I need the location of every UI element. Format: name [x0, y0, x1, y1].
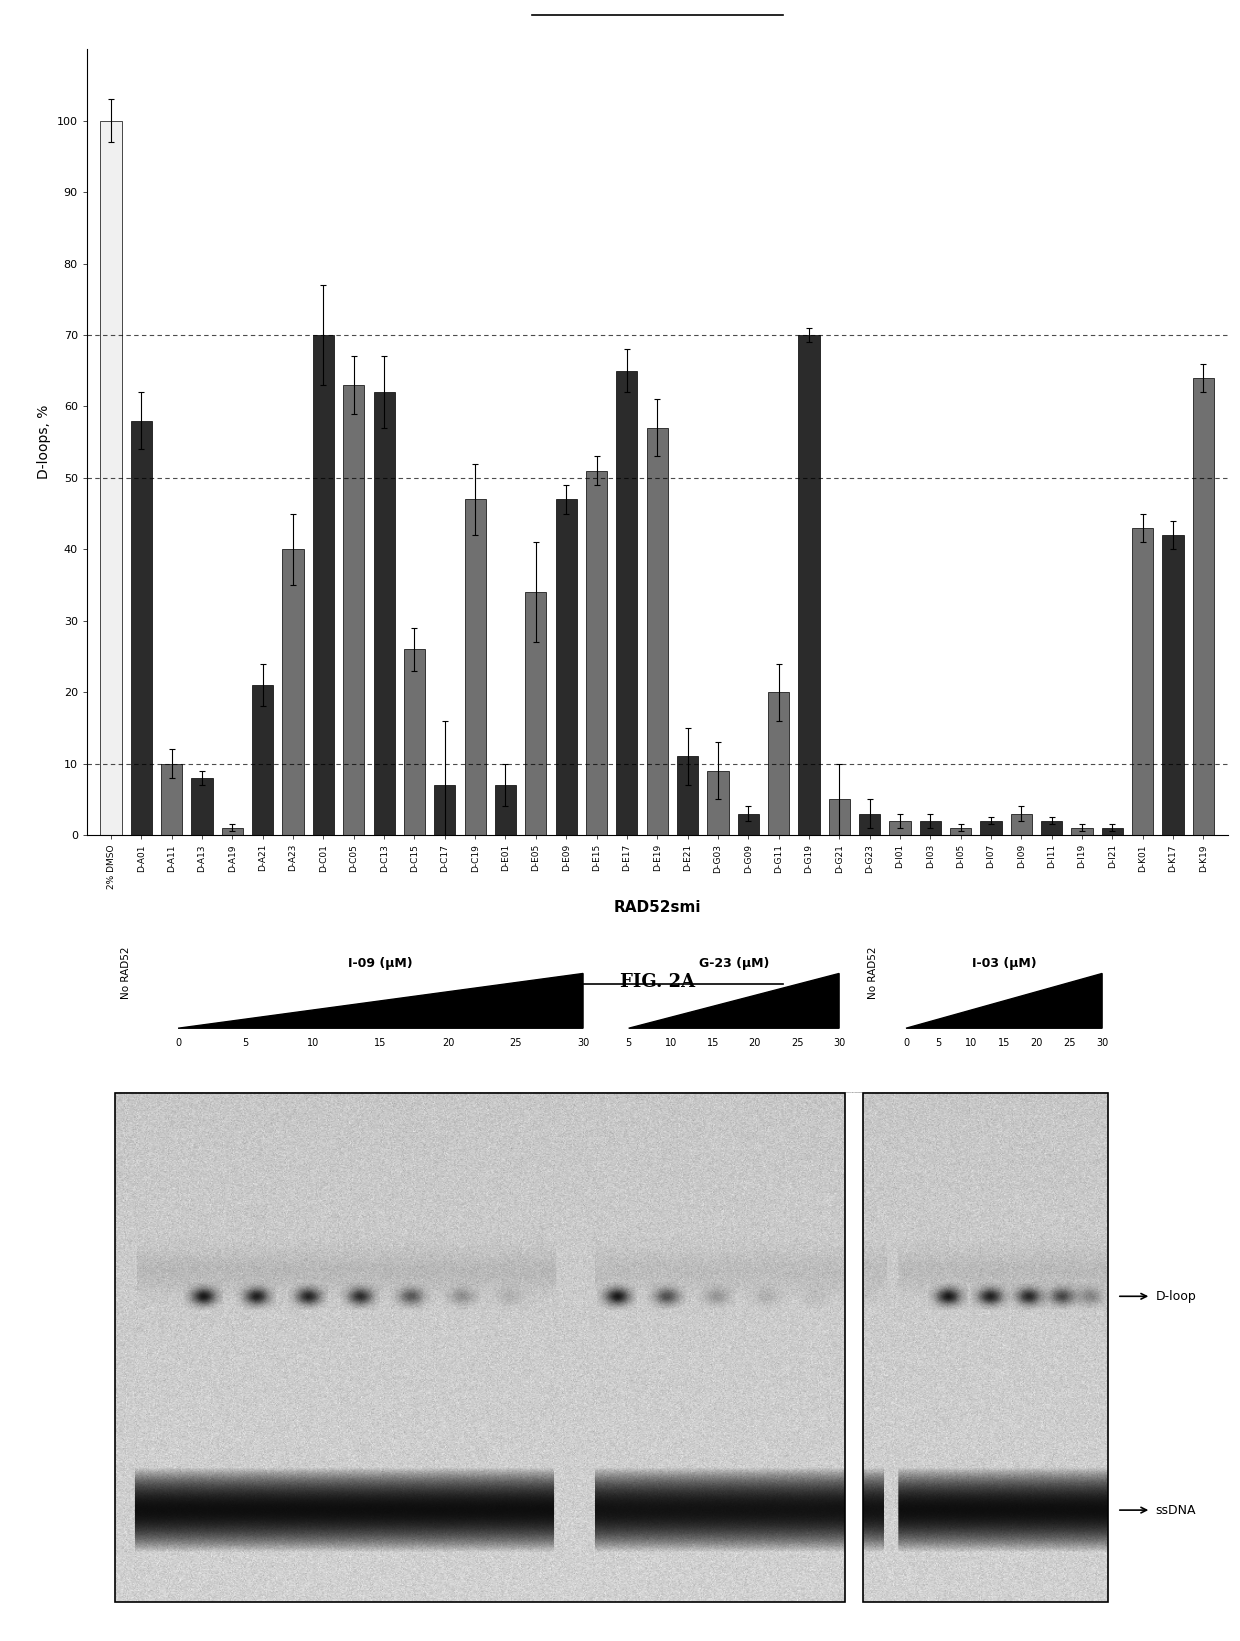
Bar	[252, 684, 273, 835]
Bar	[844, 1093, 863, 1602]
Bar	[677, 757, 698, 835]
Text: FIG. 2A: FIG. 2A	[620, 973, 694, 991]
Text: ssDNA: ssDNA	[1156, 1503, 1197, 1516]
Bar	[707, 771, 729, 835]
Text: 30: 30	[577, 1037, 589, 1049]
Y-axis label: D-loops, %: D-loops, %	[37, 405, 51, 479]
Bar	[646, 428, 668, 835]
Bar	[1042, 820, 1063, 835]
Text: No RAD52: No RAD52	[122, 947, 131, 999]
Bar	[859, 814, 880, 835]
Bar	[404, 650, 425, 835]
X-axis label: RAD52smi: RAD52smi	[614, 899, 701, 914]
Text: 20: 20	[441, 1037, 454, 1049]
Bar	[1132, 528, 1153, 835]
Text: 20: 20	[1030, 1037, 1043, 1049]
Text: 10: 10	[308, 1037, 319, 1049]
Text: 5: 5	[625, 1037, 632, 1049]
Bar	[1162, 535, 1184, 835]
Text: 15: 15	[707, 1037, 719, 1049]
Bar	[373, 392, 394, 835]
Text: I-03 (μM): I-03 (μM)	[972, 957, 1037, 970]
Polygon shape	[906, 973, 1102, 1029]
Bar	[889, 820, 910, 835]
Bar	[799, 335, 820, 835]
Text: 20: 20	[749, 1037, 761, 1049]
Text: 25: 25	[791, 1037, 804, 1049]
Text: I-09 (μM): I-09 (μM)	[348, 957, 413, 970]
Text: 10: 10	[665, 1037, 677, 1049]
Bar	[981, 820, 1002, 835]
Text: 5: 5	[243, 1037, 249, 1049]
Text: 30: 30	[1096, 1037, 1109, 1049]
Bar	[283, 550, 304, 835]
Bar	[950, 829, 971, 835]
Text: 15: 15	[998, 1037, 1011, 1049]
Bar	[312, 335, 334, 835]
Text: 0: 0	[903, 1037, 909, 1049]
Text: D-loop: D-loop	[1156, 1290, 1197, 1303]
Bar	[587, 471, 608, 835]
Bar	[1071, 829, 1092, 835]
Bar	[1193, 377, 1214, 835]
Bar	[343, 386, 365, 835]
Bar	[863, 1093, 1107, 1602]
Text: 10: 10	[965, 1037, 977, 1049]
Bar	[616, 371, 637, 835]
Text: 25: 25	[1063, 1037, 1075, 1049]
Bar	[465, 499, 486, 835]
Bar	[100, 121, 122, 835]
Bar	[828, 799, 849, 835]
Bar	[556, 499, 577, 835]
Text: 25: 25	[510, 1037, 522, 1049]
Bar	[1101, 829, 1123, 835]
Bar	[526, 592, 547, 835]
Text: 30: 30	[833, 1037, 846, 1049]
Bar	[434, 784, 455, 835]
Text: 15: 15	[374, 1037, 387, 1049]
Text: No RAD52: No RAD52	[868, 947, 878, 999]
Bar	[1011, 814, 1032, 835]
Text: G-23 (μM): G-23 (μM)	[698, 957, 769, 970]
Bar	[768, 693, 789, 835]
Bar	[495, 784, 516, 835]
Bar	[920, 820, 941, 835]
Bar	[130, 420, 153, 835]
Bar	[191, 778, 213, 835]
Text: 0: 0	[175, 1037, 181, 1049]
Polygon shape	[179, 973, 583, 1029]
Bar	[738, 814, 759, 835]
Bar	[222, 829, 243, 835]
Text: FIG. 1E: FIG. 1E	[620, 0, 694, 2]
Bar	[115, 1093, 844, 1602]
Bar	[161, 763, 182, 835]
Text: 5: 5	[935, 1037, 942, 1049]
Polygon shape	[629, 973, 839, 1029]
